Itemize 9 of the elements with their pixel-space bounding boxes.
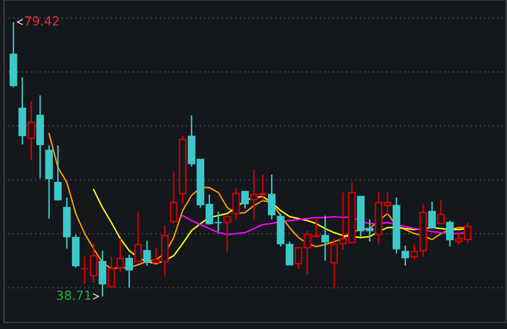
candlestick: [125, 254, 134, 288]
candlestick: [18, 76, 26, 146]
candlestick: [402, 244, 410, 266]
candlestick: [321, 214, 329, 262]
annotation: 38.71: [56, 290, 91, 300]
candlestick: [232, 188, 240, 220]
candlestick: [27, 100, 36, 160]
annotation: 79.42: [25, 16, 59, 26]
candlestick: [36, 94, 44, 180]
